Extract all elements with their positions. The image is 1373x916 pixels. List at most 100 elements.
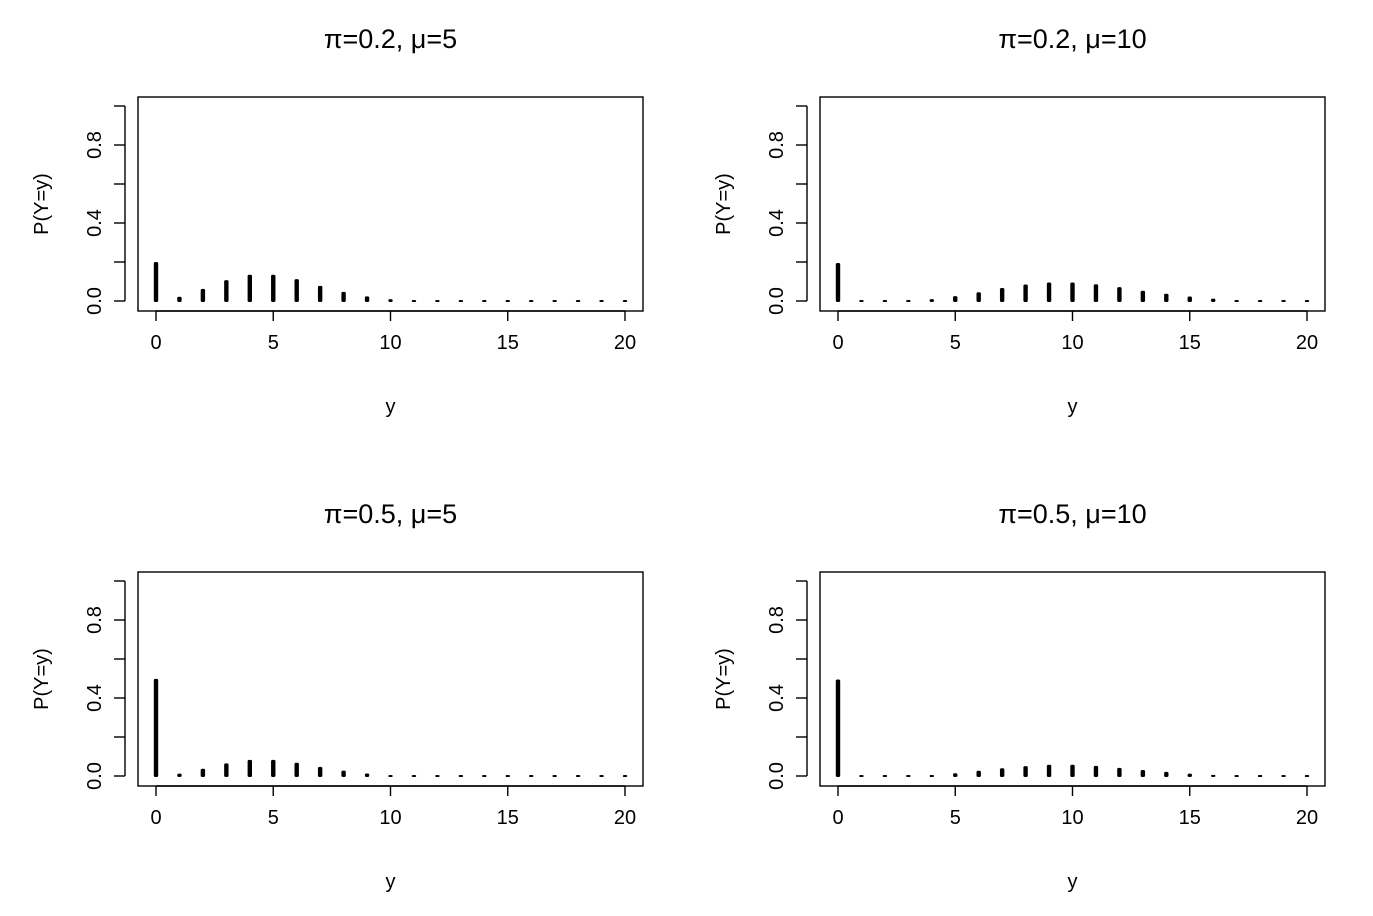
bar-y-9	[364, 296, 370, 302]
x-tick-label: 15	[1179, 807, 1201, 829]
x-tick-label: 5	[950, 332, 961, 354]
bar-y-10	[1070, 764, 1075, 777]
chart-title: π=0.5, μ=5	[324, 499, 457, 529]
bar-y-16	[1211, 774, 1216, 777]
bar-y-8	[1023, 284, 1028, 302]
plot-frame	[819, 96, 1326, 312]
bar-y-0	[153, 262, 159, 302]
bar-y-7	[999, 287, 1005, 302]
bar-y-5	[953, 773, 958, 777]
x-tick-label: 20	[1296, 332, 1318, 354]
bar-y-10	[388, 775, 393, 777]
y-tick-label: 0.8	[84, 131, 106, 159]
bar-y-20	[622, 300, 628, 302]
bar-y-9	[1046, 764, 1052, 777]
bar-y-0	[153, 678, 159, 777]
y-tick-label: 0.8	[84, 606, 106, 634]
bar-y-8	[341, 770, 346, 777]
bar-y-17	[552, 300, 557, 302]
y-tick-label: 0.8	[766, 606, 788, 634]
bar-y-14	[482, 300, 487, 302]
chart-title: π=0.5, μ=10	[998, 499, 1146, 529]
bar-y-12	[435, 775, 440, 777]
bar-y-20	[622, 775, 628, 777]
x-tick-label: 5	[268, 807, 279, 829]
x-axis-label: y	[386, 396, 396, 418]
bar-y-16	[1211, 298, 1216, 302]
plot-frame	[137, 96, 644, 312]
bar-y-16	[529, 775, 534, 777]
x-tick-label: 10	[379, 332, 401, 354]
x-tick-label: 10	[1061, 807, 1083, 829]
x-tick-label: 15	[497, 332, 519, 354]
bar-y-20	[1304, 300, 1310, 302]
bar-y-8	[341, 291, 346, 302]
bar-y-12	[1117, 767, 1122, 777]
bar-y-11	[1093, 284, 1099, 302]
bar-y-18	[1257, 775, 1263, 777]
bar-y-11	[1093, 765, 1099, 777]
bar-y-5	[953, 296, 958, 302]
plot-frame	[819, 571, 1326, 787]
bar-y-7	[317, 285, 323, 302]
bar-y-3	[906, 775, 911, 777]
bar-y-0	[835, 679, 841, 777]
bar-y-3	[906, 300, 911, 302]
bar-y-6	[976, 292, 981, 302]
bar-y-2	[200, 768, 206, 777]
bar-y-14	[1164, 293, 1169, 302]
bar-y-19	[1281, 775, 1286, 777]
x-axis-label: y	[1068, 871, 1078, 893]
y-tick-label: 0.4	[766, 684, 788, 712]
bar-y-1	[177, 773, 182, 777]
bar-y-13	[458, 300, 464, 302]
bar-y-3	[224, 280, 229, 302]
chart-panel-1: π=0.2, μ=5 0 5 10 15 20 0.0 0.4 0.8 y P(Y=y)	[31, 24, 644, 418]
bar-y-17	[1234, 775, 1239, 777]
x-tick-label: 0	[832, 807, 843, 829]
bar-y-6	[976, 770, 981, 777]
bar-y-6	[294, 279, 299, 302]
bar-y-13	[1140, 769, 1146, 777]
bar-y-11	[411, 300, 417, 302]
bar-y-5	[271, 759, 276, 777]
bar-y-11	[411, 775, 417, 777]
x-axis-label: y	[1068, 396, 1078, 418]
bar-y-19	[599, 775, 604, 777]
bar-y-13	[1140, 290, 1146, 302]
bar-y-5	[271, 274, 276, 302]
bar-y-15	[1187, 296, 1192, 302]
bar-y-12	[1117, 287, 1122, 302]
bar-y-4	[247, 759, 252, 777]
y-tick-label: 0.0	[766, 762, 788, 790]
plot-frame	[137, 571, 644, 787]
y-axis-label: P(Y=y)	[713, 648, 735, 710]
chart-title: π=0.2, μ=10	[998, 24, 1146, 54]
bar-y-14	[1164, 771, 1169, 777]
y-tick-label: 0.4	[766, 209, 788, 237]
x-tick-label: 10	[379, 807, 401, 829]
y-axis-label: P(Y=y)	[713, 173, 735, 235]
x-tick-label: 20	[614, 332, 636, 354]
bar-y-12	[435, 300, 440, 302]
bar-y-2	[200, 288, 206, 302]
bar-y-18	[575, 775, 581, 777]
bar-y-1	[177, 296, 182, 302]
x-tick-label: 0	[832, 332, 843, 354]
bar-y-17	[552, 775, 557, 777]
bar-y-4	[929, 775, 934, 777]
bar-y-6	[294, 762, 299, 777]
bar-y-15	[1187, 773, 1192, 777]
y-tick-label: 0.4	[84, 684, 106, 712]
bar-y-1	[859, 300, 864, 302]
bar-y-18	[1257, 300, 1263, 302]
x-tick-label: 10	[1061, 332, 1083, 354]
bar-y-18	[575, 300, 581, 302]
y-axis-label: P(Y=y)	[31, 648, 53, 710]
chart-panel-4: π=0.5, μ=10 0 5 10 15 20 0.0 0.4 0.8 y P(Y=y)	[713, 499, 1326, 893]
chart-title: π=0.2, μ=5	[324, 24, 457, 54]
bar-y-10	[1070, 282, 1075, 302]
y-tick-label: 0.0	[84, 762, 106, 790]
x-tick-label: 20	[1296, 807, 1318, 829]
